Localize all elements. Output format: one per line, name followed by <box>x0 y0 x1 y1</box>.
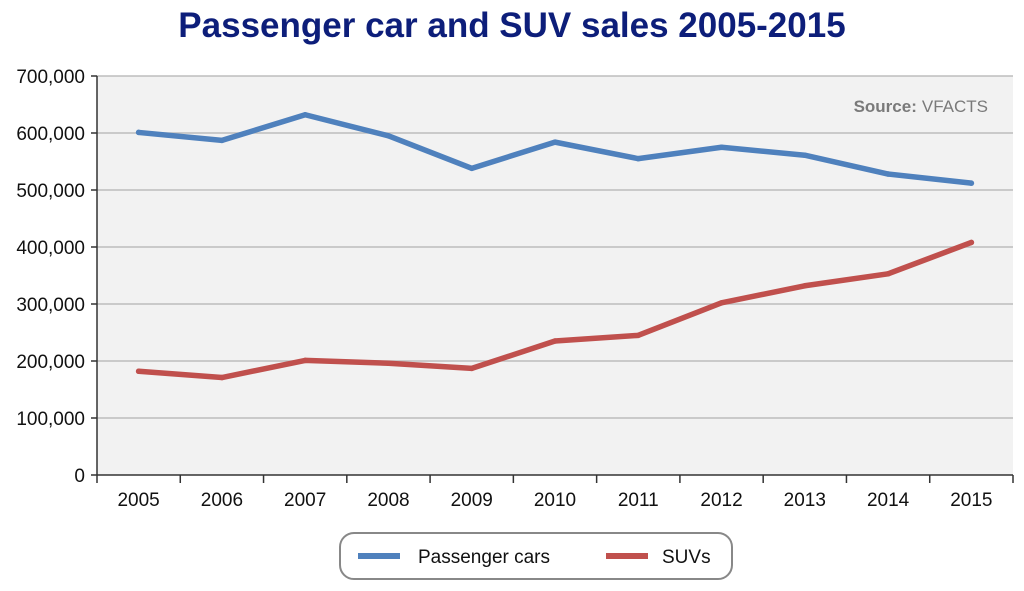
legend-box <box>339 532 733 580</box>
legend-label-passenger-cars: Passenger cars <box>418 547 550 568</box>
data-point-passenger-cars <box>885 171 891 177</box>
x-tick-label: 2006 <box>201 490 243 511</box>
x-tick-label: 2015 <box>950 490 992 511</box>
data-point-passenger-cars <box>552 139 558 145</box>
y-tick-label: 100,000 <box>16 409 85 430</box>
x-tick-label: 2014 <box>867 490 910 511</box>
x-axis-tick-labels: 2005 2006 2007 2008 2009 2010 2011 2012 2013 2014… <box>117 490 992 511</box>
data-point-suvs <box>468 365 475 372</box>
axes <box>91 75 1014 483</box>
data-point-suvs <box>302 357 308 364</box>
y-tick-label: 300,000 <box>16 295 85 316</box>
data-point-passenger-cars <box>135 129 142 136</box>
data-point-suvs <box>552 338 558 344</box>
data-point-passenger-cars <box>302 112 308 118</box>
data-point-suvs <box>135 368 142 375</box>
legend-label-suvs: SUVs <box>662 547 711 568</box>
x-tick-label: 2009 <box>451 490 493 511</box>
source-value: VFACTS <box>922 97 988 116</box>
y-tick-label: 700,000 <box>16 67 85 88</box>
y-axis-tick-labels: 0 100,000 200,000 300,000 400,000 500,000 600,… <box>16 67 85 487</box>
x-tick-label: 2010 <box>534 490 576 511</box>
x-tick-label: 2008 <box>367 490 409 511</box>
data-point-passenger-cars <box>468 165 475 172</box>
x-tick-label: 2005 <box>117 490 159 511</box>
y-tick-label: 0 <box>74 466 85 487</box>
data-point-passenger-cars <box>718 144 725 150</box>
data-point-passenger-cars <box>802 152 808 158</box>
data-point-suvs <box>885 271 891 277</box>
data-point-passenger-cars <box>635 155 642 162</box>
data-point-suvs <box>718 300 725 306</box>
x-tick-label: 2011 <box>618 490 659 511</box>
y-tick-label: 400,000 <box>16 238 85 259</box>
legend: Passenger cars SUVs <box>339 532 733 580</box>
source-label: Source: <box>854 97 917 116</box>
chart-title: Passenger car and SUV sales 2005-2015 <box>178 6 846 45</box>
x-tick-label: 2007 <box>284 490 326 511</box>
x-tick-label: 2012 <box>700 490 742 511</box>
data-point-suvs <box>219 374 225 381</box>
data-point-suvs <box>802 283 808 289</box>
data-point-suvs <box>385 360 392 367</box>
x-tick-label: 2013 <box>784 490 826 511</box>
data-point-passenger-cars <box>219 137 225 144</box>
y-tick-label: 200,000 <box>16 352 85 373</box>
data-point-passenger-cars <box>968 180 975 186</box>
series-lines <box>135 112 975 381</box>
data-point-passenger-cars <box>385 133 392 139</box>
source-note: Source: VFACTS <box>854 97 988 116</box>
y-tick-label: 500,000 <box>16 181 85 202</box>
data-point-suvs <box>635 332 642 339</box>
y-tick-label: 600,000 <box>16 124 85 145</box>
data-point-suvs <box>968 239 975 246</box>
